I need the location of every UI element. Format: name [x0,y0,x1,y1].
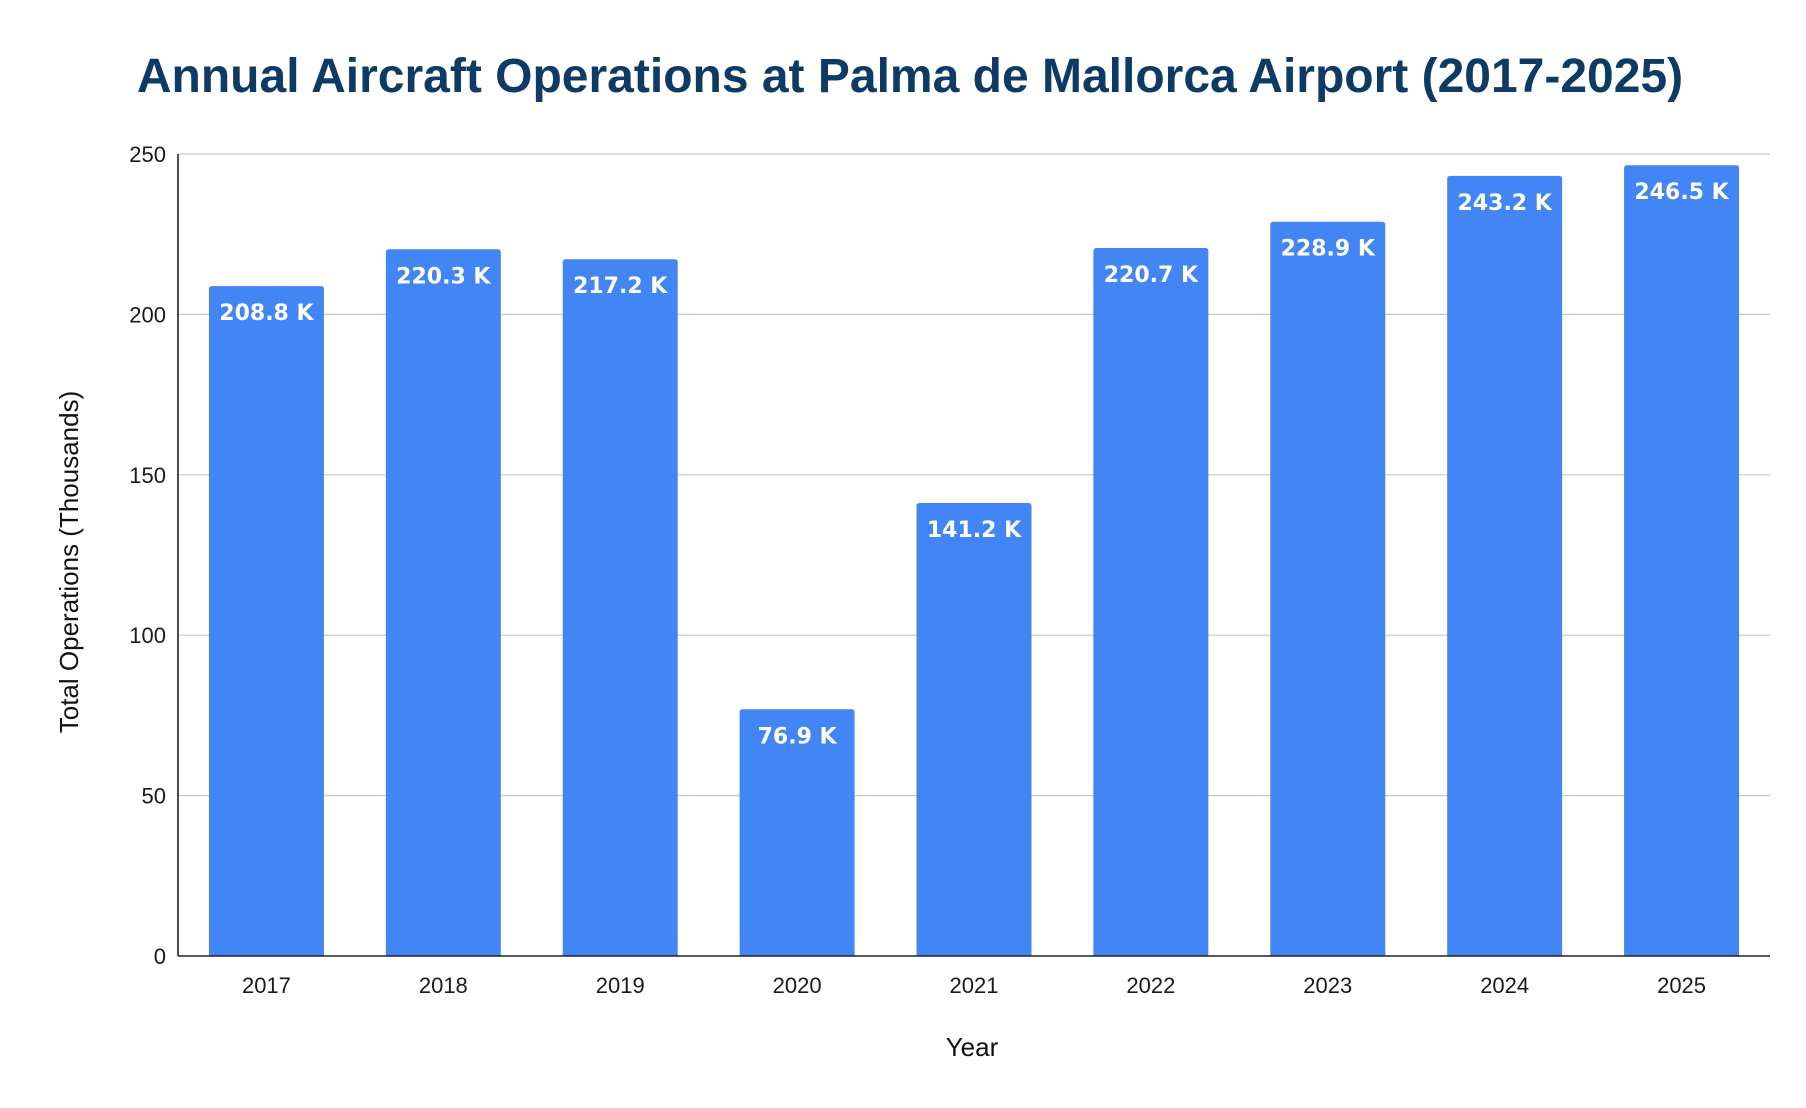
x-tick-label: 2021 [950,973,999,998]
y-tick-label: 50 [142,784,166,809]
data-label: 228.9 K [1281,237,1376,262]
data-label: 246.5 K [1634,180,1729,205]
x-tick-label: 2019 [596,973,645,998]
y-tick-label: 150 [129,463,166,488]
x-axis-ticks: 2017 2018 2019 2020 2021 2022 2023 2024 2025 [242,973,1706,998]
bar-2021 [916,503,1032,956]
y-axis-ticks: 0 50 100 150 200 250 [129,142,166,969]
chart-title: Annual Aircraft Operations at Palma de M… [137,50,1683,103]
x-tick-label: 2024 [1480,973,1529,998]
x-axis-label: Year [946,1032,999,1062]
x-tick-label: 2025 [1657,973,1706,998]
bar-2022 [1093,247,1209,957]
bar-2025 [1624,165,1740,956]
bar-2024 [1447,175,1563,957]
data-label: 76.9 K [758,724,838,749]
data-label: 220.3 K [396,264,491,289]
bar-2019 [562,259,678,956]
data-label: 141.2 K [927,518,1022,543]
data-label: 217.2 K [573,274,668,299]
x-tick-label: 2017 [242,973,291,998]
y-tick-label: 200 [129,302,166,327]
data-label: 208.8 K [219,301,314,326]
x-tick-label: 2022 [1126,973,1175,998]
data-label: 243.2 K [1458,191,1553,216]
y-tick-label: 100 [129,623,166,648]
x-tick-label: 2018 [419,973,468,998]
y-tick-label: 250 [129,142,166,167]
x-tick-label: 2023 [1303,973,1352,998]
bar-2017 [208,286,324,957]
bars: 208.8 K 220.3 K 217.2 K 76.9 K 141.2 K 220.7 … [208,165,1740,957]
y-tick-label: 0 [154,944,166,969]
bar-2023 [1270,221,1386,957]
data-label: 220.7 K [1104,263,1199,288]
bar-2018 [385,249,501,957]
x-tick-label: 2020 [773,973,822,998]
y-axis-label: Total Operations (Thousands) [54,391,84,734]
bar-2020 [739,709,855,956]
